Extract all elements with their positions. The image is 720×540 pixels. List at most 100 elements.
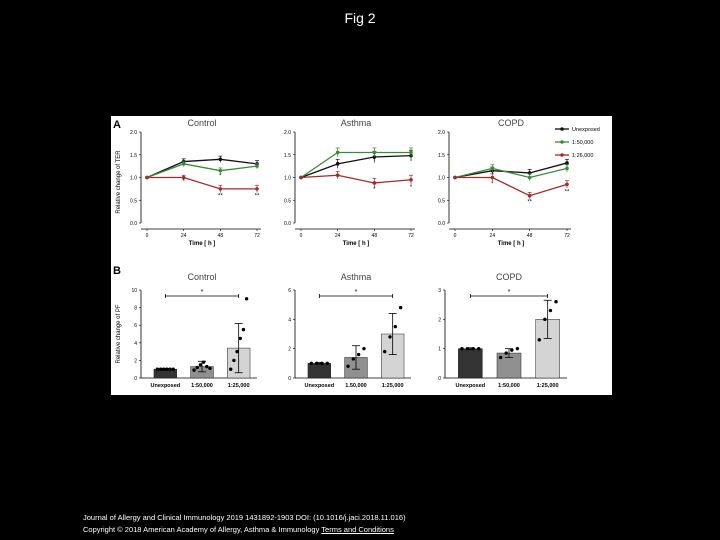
bar-point-copd-2 xyxy=(537,338,541,342)
panel-label-a: A xyxy=(113,119,121,131)
series-line-control-1-25-000 xyxy=(147,176,257,190)
y-tick-label-asthma: 0.5 xyxy=(284,198,291,204)
y-tick-label-copd: 0.0 xyxy=(438,221,445,227)
bar-point-control-0 xyxy=(155,367,160,371)
bar-point-control-2 xyxy=(235,349,239,354)
y-tick-label-control: 2.0 xyxy=(130,130,137,136)
data-point-copd-1-50-000 xyxy=(565,166,569,171)
data-point-asthma-1-25-000 xyxy=(409,177,413,182)
bar-point-control-0 xyxy=(168,367,172,371)
bar-point-control-0 xyxy=(171,367,175,371)
data-point-copd-1-50-000 xyxy=(490,166,495,171)
x-tick-label-asthma: 48 xyxy=(372,233,378,239)
bar-point-copd-1 xyxy=(510,348,514,352)
x-tick-label-asthma: 0 xyxy=(300,233,303,239)
y-tick-label-asthma: 1.5 xyxy=(284,153,291,159)
x-tick-label-control: 72 xyxy=(254,233,260,239)
legend-marker-1 xyxy=(560,140,564,144)
bar-point-control-1 xyxy=(201,360,206,364)
x-axis-label-asthma: Time [ h ] xyxy=(343,241,370,247)
y-tick-label-control-pf: 4 xyxy=(134,341,137,347)
legend-label-0: Unexposed xyxy=(572,127,600,133)
bar-point-asthma-0 xyxy=(309,361,314,366)
pf-y-axis-label: Relative change of PF xyxy=(116,304,122,363)
bar-point-copd-0 xyxy=(477,346,481,351)
bar-point-copd-2 xyxy=(548,308,553,313)
significance-star-asthma: * xyxy=(355,289,358,296)
y-tick-label-copd: 2.0 xyxy=(438,130,445,136)
y-tick-label-control: 1.5 xyxy=(130,153,137,159)
significance-mark-control: * xyxy=(182,179,185,185)
x-tick-label-asthma: 24 xyxy=(335,233,341,239)
data-point-control-1-25-000 xyxy=(181,175,186,180)
x-tick-label-control: 24 xyxy=(181,233,187,239)
category-label-control-1: 1:50,000 xyxy=(191,383,213,389)
copyright: Copyright © 2018 American Academy of All… xyxy=(83,525,320,534)
significance-mark-copd: ** xyxy=(565,189,570,195)
category-label-copd-1: 1:50,000 xyxy=(498,383,520,389)
y-tick-label-control-pf: 2 xyxy=(134,358,137,364)
data-point-asthma-1-25-000 xyxy=(372,181,377,185)
y-tick-label-asthma-pf: 4 xyxy=(288,317,291,323)
chart-title-asthma: Asthma xyxy=(341,118,372,128)
series-line-copd-1-25-000 xyxy=(455,176,568,197)
y-tick-label-asthma-pf: 2 xyxy=(288,347,291,353)
y-tick-label-copd-pf: 3 xyxy=(438,288,441,294)
significance-mark-asthma: * xyxy=(373,187,376,193)
y-tick-label-asthma: 2.0 xyxy=(284,130,291,136)
bar-point-asthma-1 xyxy=(346,364,350,368)
bar-point-copd-1 xyxy=(515,346,520,351)
data-point-copd-1-25-000 xyxy=(527,193,532,198)
bar-point-asthma-2 xyxy=(398,305,403,310)
chart-title-control-pf: Control xyxy=(187,272,216,282)
y-tick-label-asthma: 0.0 xyxy=(284,221,291,227)
significance-mark-control: ** xyxy=(255,194,260,200)
x-tick-label-copd: 0 xyxy=(454,233,457,239)
x-tick-label-copd: 72 xyxy=(564,233,570,239)
bar-point-asthma-0 xyxy=(325,361,329,366)
bar-copd-0 xyxy=(458,348,483,379)
chart-title-copd-pf: COPD xyxy=(496,272,523,282)
x-axis-label-copd: Time [ h ] xyxy=(498,241,525,247)
bar-point-copd-1 xyxy=(498,355,503,360)
x-tick-label-copd: 48 xyxy=(527,233,533,239)
copyright-line: Copyright © 2018 American Academy of All… xyxy=(83,524,406,536)
category-label-control-2: 1:25,000 xyxy=(228,383,250,389)
category-label-asthma-2: 1:25,000 xyxy=(382,383,404,389)
significance-mark-asthma: * xyxy=(336,162,339,168)
bar-point-control-2 xyxy=(229,367,233,371)
bar-point-asthma-1 xyxy=(351,357,356,361)
bar-point-copd-0 xyxy=(465,346,470,351)
bar-point-control-1 xyxy=(198,363,203,367)
data-point-control-1-50-000 xyxy=(255,164,259,168)
y-tick-label-copd-pf: 0 xyxy=(438,376,441,382)
panel-label-b: B xyxy=(113,265,121,277)
series-line-control-1-50-000 xyxy=(146,163,258,179)
bar-point-copd-2 xyxy=(554,300,558,304)
bar-point-asthma-1 xyxy=(356,352,361,357)
category-label-control-0: Unexposed xyxy=(151,383,181,389)
data-point-copd-1-25-000 xyxy=(453,175,457,180)
chart-title-asthma-pf: Asthma xyxy=(341,272,372,282)
data-point-control-unexposed xyxy=(218,157,223,162)
bar-point-control-2 xyxy=(244,297,249,301)
y-tick-label-control: 0.0 xyxy=(130,221,137,227)
data-point-control-1-50-000 xyxy=(218,168,223,173)
category-label-copd-2: 1:25,000 xyxy=(537,383,559,389)
bar-point-asthma-2 xyxy=(393,324,398,329)
bar-point-copd-0 xyxy=(471,346,475,351)
terms-link[interactable]: Terms and Conditions xyxy=(321,525,394,534)
data-point-copd-unexposed xyxy=(565,161,569,165)
figure-panel: A B Relative change of TER Relative chan… xyxy=(111,116,612,395)
y-tick-label-copd: 1.0 xyxy=(438,176,445,182)
bar-point-asthma-2 xyxy=(388,335,392,339)
bar-point-control-2 xyxy=(232,358,236,363)
series-line-copd-1-50-000 xyxy=(454,167,568,179)
bar-point-copd-0 xyxy=(460,346,464,351)
data-point-control-1-25-000 xyxy=(255,187,259,191)
bar-point-control-0 xyxy=(162,367,166,371)
data-point-control-1-25-000 xyxy=(218,187,223,191)
bar-point-copd-2 xyxy=(543,317,547,322)
significance-mark-asthma: * xyxy=(410,185,413,191)
category-label-asthma-0: Unexposed xyxy=(305,383,335,389)
